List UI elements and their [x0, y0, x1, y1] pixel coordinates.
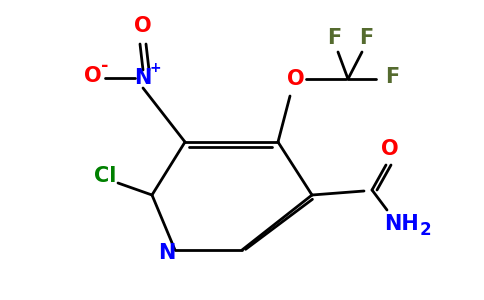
- Text: NH: NH: [385, 214, 419, 234]
- Text: O: O: [381, 139, 399, 159]
- Text: F: F: [385, 67, 399, 87]
- Text: N: N: [135, 68, 151, 88]
- Text: 2: 2: [419, 221, 431, 239]
- Text: Cl: Cl: [94, 166, 116, 186]
- Text: N: N: [158, 243, 176, 263]
- Text: F: F: [327, 28, 341, 48]
- Text: O: O: [287, 69, 305, 89]
- Text: F: F: [359, 28, 373, 48]
- Text: -: -: [101, 57, 109, 75]
- Text: O: O: [84, 66, 102, 86]
- Text: O: O: [134, 16, 152, 36]
- Text: +: +: [149, 61, 161, 75]
